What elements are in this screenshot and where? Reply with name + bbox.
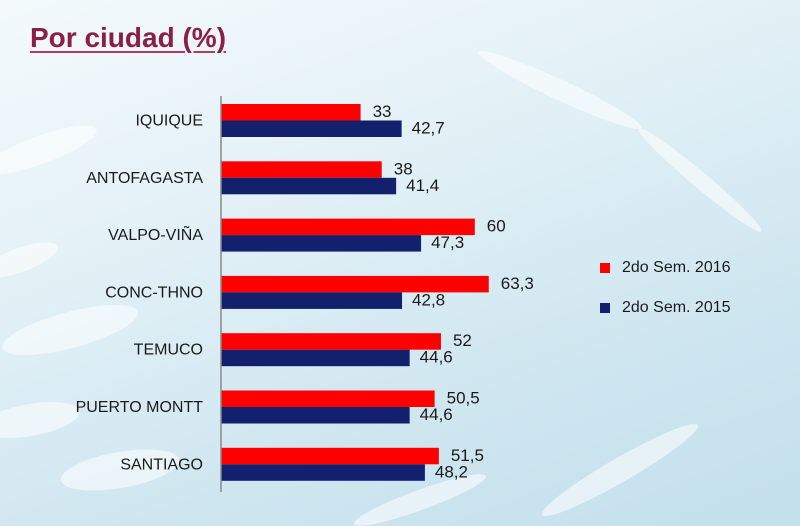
bar-2015 <box>221 177 397 195</box>
category-label: ANTOFAGASTA <box>86 170 203 187</box>
legend: 2do Sem. 2016 2do Sem. 2015 <box>600 259 731 316</box>
legend-swatch <box>600 303 610 313</box>
bar-2015 <box>221 464 425 481</box>
data-label: 48,2 <box>435 462 468 481</box>
chart-title: Por ciudad (%) <box>30 22 227 53</box>
data-label: 42,8 <box>412 290 445 309</box>
bars <box>221 104 489 481</box>
bar-2016 <box>221 275 489 293</box>
data-label: 50,5 <box>447 389 480 408</box>
data-label: 38 <box>394 159 413 178</box>
data-label: 44,6 <box>420 348 453 367</box>
bar-2015 <box>221 235 422 252</box>
category-label: CONC-THNO <box>105 284 203 301</box>
bar-2016 <box>221 218 475 236</box>
data-label: 42,7 <box>412 119 445 138</box>
category-labels: IQUIQUE ANTOFAGASTA VALPO-VIÑA CONC-THNO TEM… <box>76 113 204 474</box>
data-label: 52 <box>453 331 472 350</box>
bar-2016 <box>221 447 439 465</box>
bar-2016 <box>221 333 441 350</box>
data-label: 44,6 <box>420 405 453 424</box>
bar-2015 <box>221 349 410 367</box>
bar-2015 <box>221 120 402 137</box>
category-label: IQUIQUE <box>135 113 203 130</box>
bar-2015 <box>221 407 410 424</box>
legend-label: 2do Sem. 2016 <box>622 259 731 276</box>
data-label: 60 <box>487 217 506 236</box>
category-label: PUERTO MONTT <box>76 399 204 416</box>
bar-2016 <box>221 104 361 121</box>
category-label: SANTIAGO <box>120 456 203 473</box>
bar-2016 <box>221 390 435 407</box>
category-label: TEMUCO <box>134 342 203 359</box>
category-label: VALPO-VIÑA <box>108 224 203 244</box>
data-label: 63,3 <box>501 274 534 293</box>
legend-label: 2do Sem. 2015 <box>622 299 731 316</box>
value-labels: 3342,73841,46047,363,342,85244,650,544,6… <box>373 102 534 481</box>
bar-2015 <box>221 292 403 309</box>
legend-swatch <box>600 263 610 273</box>
data-label: 41,4 <box>406 176 439 195</box>
data-label: 33 <box>373 102 392 121</box>
data-label: 51,5 <box>451 446 484 465</box>
bar-2016 <box>221 161 382 178</box>
data-label: 47,3 <box>431 233 464 252</box>
